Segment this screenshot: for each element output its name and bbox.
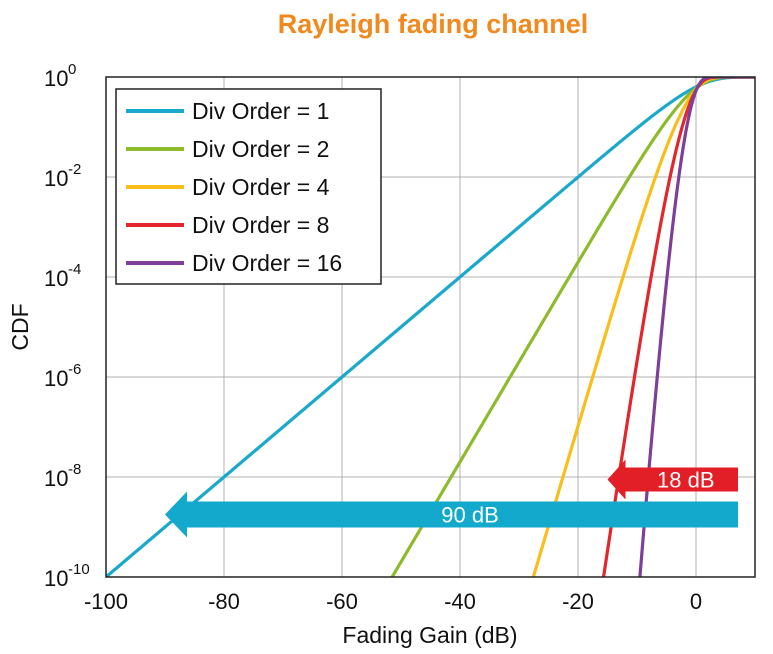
y-tick-exponent: -4 [68,261,81,278]
x-tick-label: -80 [208,589,240,614]
y-tick-label: 10 [44,166,68,191]
series-line-order-1 [106,77,755,577]
x-axis-title: Fading Gain (dB) [342,622,517,648]
series-line-order-16 [638,77,755,577]
legend-label-2: Div Order = 4 [192,174,330,200]
annotation-arrow-1 [607,459,738,500]
y-tick-exponent: 0 [68,61,76,78]
y-tick-exponent: -10 [68,561,90,578]
y-tick-label: 10 [44,566,68,591]
x-tick-label: -60 [326,589,358,614]
y-tick-label: 10 [44,66,68,91]
y-tick-label: 10 [44,466,68,491]
y-tick-exponent: -8 [68,461,81,478]
x-tick-label: -20 [562,589,594,614]
annotation-arrow-0 [165,491,738,538]
axis-ticks: -100 -80 -60 -40 -20 010-1010-810-610-410-210… [44,61,702,614]
plot-frame [105,76,756,578]
y-axis-title: CDF [7,303,33,350]
legend-label-0: Div Order = 1 [192,98,329,124]
x-tick-label: 0 [690,589,702,614]
series-line-order-8 [601,77,755,577]
annotation-label-0: 90 dB [441,503,499,528]
y-tick-exponent: -6 [68,361,81,378]
annotation-label-1: 18 dB [657,468,715,493]
x-tick-label: -40 [444,589,476,614]
legend-label-1: Div Order = 2 [192,136,329,162]
x-tick-label: -100 [84,589,128,614]
legend: Div Order = 1 Div Order = 2 Div Order = 4 D… [115,88,382,285]
chart-title: Rayleigh fading channel [278,9,589,39]
y-tick-label: 10 [44,266,68,291]
annotations: 90 dB 18 dB [165,459,738,538]
legend-label-3: Div Order = 8 [192,212,329,238]
y-tick-label: 10 [44,366,68,391]
series-line-order-4 [531,77,755,577]
legend-label-4: Div Order = 16 [192,250,342,276]
y-tick-exponent: -2 [68,161,81,178]
